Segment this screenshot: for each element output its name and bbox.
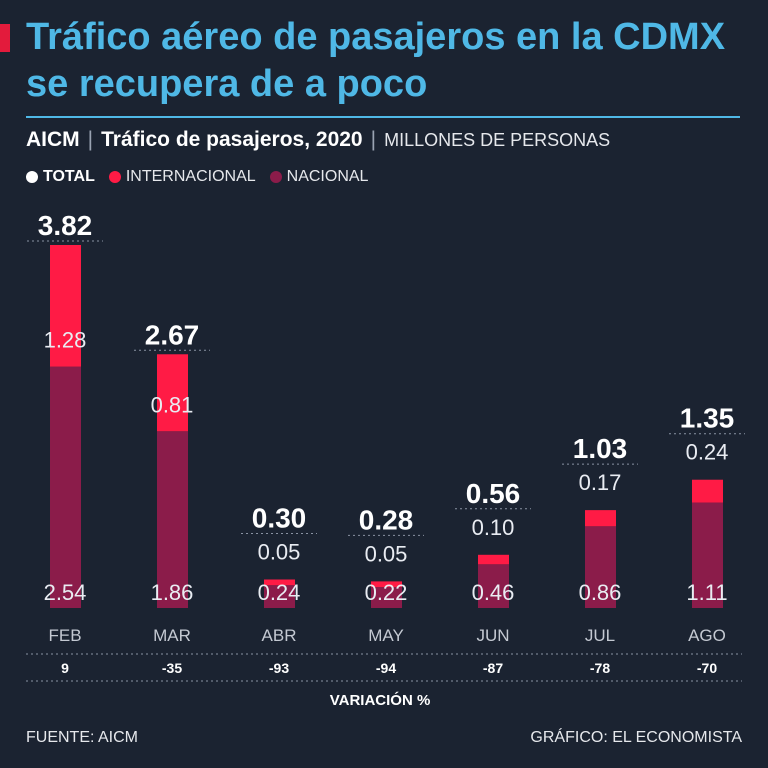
x-tick-label: FEB bbox=[48, 626, 81, 645]
variation-value: -70 bbox=[697, 660, 717, 676]
bar-national bbox=[157, 431, 188, 608]
bar-national bbox=[478, 564, 509, 608]
label-total-value: 0.56 bbox=[466, 478, 521, 509]
variation-axis-label: VARIACIÓN % bbox=[330, 691, 431, 709]
legend-dot-national bbox=[269, 171, 282, 183]
legend-dot-international bbox=[108, 171, 121, 183]
headline-rule bbox=[26, 116, 740, 118]
variation-value: -35 bbox=[162, 660, 182, 676]
bar-national bbox=[585, 526, 616, 608]
label-international-value: 1.28 bbox=[44, 328, 87, 353]
bar-international bbox=[157, 354, 188, 432]
variation-value: 9 bbox=[61, 660, 69, 676]
subtitle-separator: | bbox=[87, 128, 94, 151]
bar-international bbox=[585, 510, 616, 527]
label-national-value: 1.11 bbox=[686, 580, 727, 605]
bar-international bbox=[692, 479, 723, 503]
x-tick-label: JUN bbox=[476, 626, 509, 645]
variation-value: -94 bbox=[376, 660, 396, 676]
legend-item-national: NACIONAL bbox=[269, 168, 369, 186]
variation-value: -93 bbox=[269, 660, 289, 676]
bar-national bbox=[692, 502, 723, 608]
chart-subtitle: AICM | Tráfico de pasajeros, 2020 | MILLONES… bbox=[26, 128, 756, 152]
bar-national bbox=[371, 587, 402, 608]
label-international-value: 0.81 bbox=[151, 392, 194, 417]
label-international-value: 0.24 bbox=[686, 440, 729, 465]
label-national-value: 0.86 bbox=[579, 580, 622, 605]
headline-accent-mark bbox=[0, 24, 10, 52]
label-total-value: 0.28 bbox=[359, 504, 414, 535]
chart-legend: TOTAL INTERNACIONAL NACIONAL bbox=[26, 168, 382, 186]
legend-item-total: TOTAL bbox=[26, 168, 95, 186]
label-international-value: 0.05 bbox=[365, 541, 408, 566]
legend-dot-total bbox=[26, 171, 38, 183]
legend-label-international: INTERNACIONAL bbox=[125, 168, 256, 185]
subtitle-source-name: AICM bbox=[26, 128, 80, 151]
label-international-value: 0.10 bbox=[472, 515, 515, 540]
bar-international bbox=[264, 579, 295, 586]
label-total-value: 1.35 bbox=[680, 403, 735, 434]
label-total-value: 1.03 bbox=[573, 433, 628, 464]
x-tick-label: AGO bbox=[688, 626, 726, 645]
bar-national bbox=[50, 366, 81, 608]
label-total-value: 2.67 bbox=[145, 319, 200, 350]
x-tick-label: MAR bbox=[153, 626, 191, 645]
label-national-value: 0.24 bbox=[258, 580, 301, 605]
x-tick-label: ABR bbox=[262, 626, 297, 645]
legend-label-national: NACIONAL bbox=[286, 168, 369, 185]
label-total-value: 0.30 bbox=[252, 502, 307, 533]
legend-item-international: INTERNACIONAL bbox=[108, 168, 256, 186]
label-national-value: 0.22 bbox=[365, 580, 408, 605]
subtitle-description: Tráfico de pasajeros, 2020 bbox=[101, 128, 363, 151]
footer-credit: GRÁFICO: EL ECONOMISTA bbox=[530, 729, 742, 746]
headline: Tráfico aéreo de pasajeros en la CDMX se… bbox=[26, 16, 726, 105]
bar-international bbox=[478, 554, 509, 565]
x-tick-label: MAY bbox=[368, 626, 404, 645]
label-national-value: 0.46 bbox=[472, 580, 515, 605]
bar-international bbox=[371, 581, 402, 588]
label-national-value: 1.86 bbox=[151, 580, 194, 605]
footer-source: FUENTE: AICM bbox=[26, 729, 139, 746]
subtitle-units: MILLONES DE PERSONAS bbox=[384, 130, 611, 150]
subtitle-separator: | bbox=[370, 128, 377, 151]
bar-international bbox=[50, 245, 81, 367]
variation-value: -78 bbox=[590, 660, 610, 676]
legend-label-total: TOTAL bbox=[43, 168, 95, 185]
bar-national bbox=[264, 585, 295, 608]
label-international-value: 0.17 bbox=[579, 470, 622, 495]
label-national-value: 2.54 bbox=[44, 580, 87, 605]
label-international-value: 0.05 bbox=[258, 539, 301, 564]
variation-value: -87 bbox=[483, 660, 503, 676]
x-tick-label: JUL bbox=[585, 626, 615, 645]
label-total-value: 3.82 bbox=[38, 210, 93, 241]
